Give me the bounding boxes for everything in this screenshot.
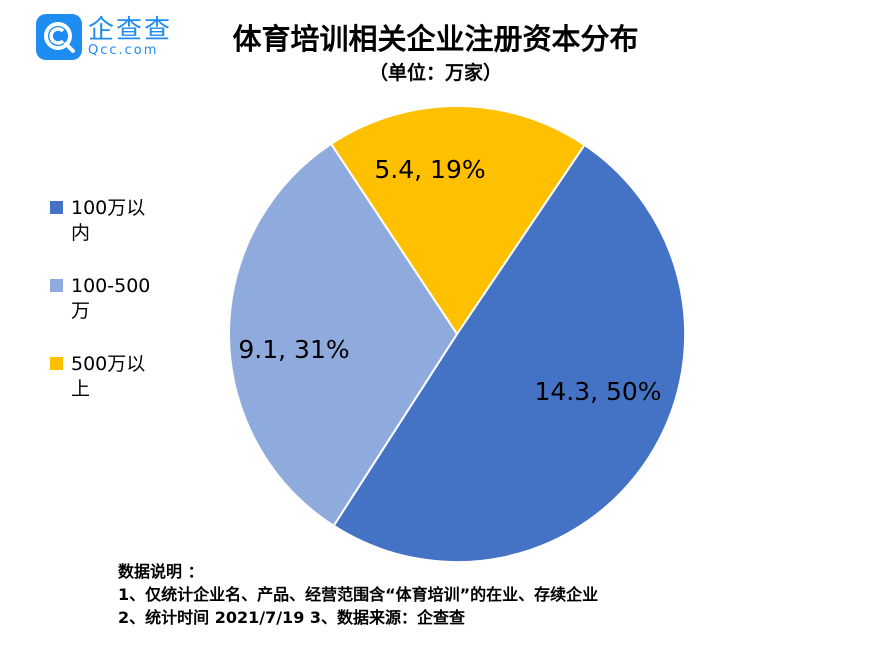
pie-slice	[228, 142, 459, 528]
notes-heading: 数据说明 ：	[118, 562, 204, 581]
legend-item: 500万以上	[50, 352, 160, 402]
legend-swatch	[50, 357, 63, 370]
slice-data-label: 5.4, 19%	[374, 155, 485, 184]
logo-name: 企查查	[88, 15, 173, 45]
legend-label: 100-500万	[71, 275, 151, 322]
chart-legend: 100万以内 100-500万 500万以上	[50, 196, 160, 430]
pie-slice	[329, 104, 586, 336]
pie-slice	[332, 143, 687, 564]
logo-domain: Qcc.com	[88, 43, 159, 58]
chart-title: 体育培训相关企业注册资本分布	[232, 22, 639, 56]
chart-subtitle: （单位：万家）	[368, 62, 502, 84]
legend-item: 100万以内	[50, 196, 160, 246]
slice-data-label: 14.3, 50%	[534, 377, 661, 406]
legend-label: 100万以内	[71, 197, 146, 244]
notes-line-2: 2、统计时间 2021/7/19 3、数据来源：企查查	[118, 608, 466, 627]
slice-data-label: 9.1, 31%	[238, 335, 349, 364]
legend-label: 500万以上	[71, 353, 146, 400]
qcc-logo-icon	[36, 14, 82, 60]
notes-line-1: 1、仅统计企业名、产品、经营范围含“体育培训”的在业、存续企业	[118, 585, 599, 604]
data-notes: 数据说明 ： 1、仅统计企业名、产品、经营范围含“体育培训”的在业、存续企业 2…	[118, 560, 598, 629]
legend-item: 100-500万	[50, 274, 160, 324]
logo: 企查查 Qcc.com	[36, 14, 172, 60]
legend-swatch	[50, 279, 63, 292]
legend-swatch	[50, 201, 63, 214]
